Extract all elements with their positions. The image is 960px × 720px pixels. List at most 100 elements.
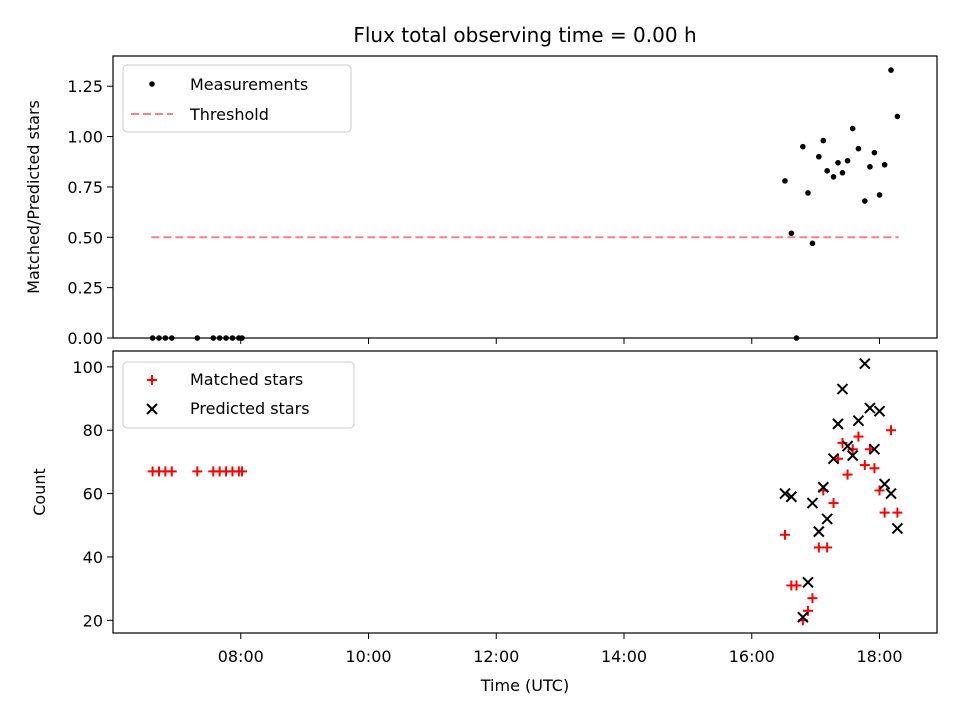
measurements-point <box>839 170 846 176</box>
bottom-y-tick-label: 60 <box>83 485 103 504</box>
matched-stars-point <box>807 593 818 604</box>
measurements-point <box>871 149 878 156</box>
legend-marker-measurements <box>149 81 155 87</box>
predicted-stars-point <box>836 383 849 395</box>
bottom-y-tick-label: 40 <box>83 548 103 567</box>
measurements-point <box>888 67 894 73</box>
x-tick-label: 16:00 <box>729 647 775 666</box>
top-x-ticks <box>240 338 881 344</box>
measurements-point <box>809 240 816 247</box>
predicted-stars-point <box>779 487 791 500</box>
top-legend: Measurements Threshold <box>122 64 352 133</box>
predicted-stars-point <box>878 478 891 490</box>
bottom-legend-box <box>122 361 355 429</box>
predicted-stars-point <box>852 415 865 427</box>
measurements-point <box>830 174 837 180</box>
legend-label-predicted-stars: Predicted stars <box>190 399 310 418</box>
matched-stars-point <box>791 580 802 591</box>
matched-stars-point <box>842 469 853 480</box>
x-tick-label: 08:00 <box>218 647 264 666</box>
predicted-stars-point <box>813 525 825 538</box>
measurements-point <box>816 153 822 160</box>
measurements-point <box>800 143 806 150</box>
top-y-tick-label: 1.00 <box>67 128 103 147</box>
measurements-point <box>867 163 873 170</box>
predicted-stars-point <box>806 497 819 509</box>
matched-stars-point <box>192 466 203 477</box>
predicted-stars-point <box>821 513 833 525</box>
top-y-axis-label: Matched/Predicted stars <box>24 100 43 294</box>
matched-stars-point <box>822 542 833 553</box>
measurements-point <box>849 125 856 132</box>
legend-label-measurements: Measurements <box>190 75 308 94</box>
bottom-data-layer <box>147 357 904 626</box>
bottom-x-ticks: 08:00 10:00 12:00 14:00 16:00 18:00 <box>218 633 903 666</box>
top-y-tick-label: 0.50 <box>67 228 103 247</box>
x-tick-label: 18:00 <box>856 647 902 666</box>
matched-stars-point <box>779 529 790 540</box>
matched-stars-point <box>892 507 903 518</box>
top-y-ticks: 0.00 0.25 0.50 0.75 1.00 1.25 <box>67 77 113 348</box>
predicted-stars-point <box>827 453 840 465</box>
measurements-point <box>820 137 827 144</box>
predicted-stars-point <box>817 481 830 493</box>
predicted-stars-point <box>785 491 798 503</box>
x-tick-label: 12:00 <box>473 647 519 666</box>
bottom-y-tick-label: 80 <box>83 421 103 440</box>
predicted-stars-point <box>885 487 897 500</box>
measurements-point <box>855 145 862 152</box>
matched-stars-point <box>853 431 864 442</box>
measurements-point <box>788 230 795 237</box>
predicted-stars-point <box>891 522 904 535</box>
measurements-point <box>862 198 868 204</box>
top-y-tick-label: 0.75 <box>67 178 103 197</box>
legend-label-threshold: Threshold <box>189 105 269 124</box>
predicted-stars-point <box>841 440 854 452</box>
predicted-stars-point <box>797 611 809 623</box>
matched-stars-point <box>874 485 885 496</box>
bottom-panel: 20 40 60 80 100 08:00 10:00 12:00 14:00 16:00 18:… <box>30 350 938 695</box>
measurements-point <box>844 157 851 164</box>
matched-stars-point <box>886 425 897 436</box>
measurements-point <box>782 178 788 184</box>
top-axes-frame <box>112 55 938 339</box>
x-tick-label: 10:00 <box>345 647 391 666</box>
matched-stars-point <box>869 463 880 474</box>
measurements-point <box>876 192 883 198</box>
predicted-stars-point <box>868 443 881 455</box>
bottom-y-axis-label: Count <box>30 468 49 516</box>
matched-stars-point <box>828 498 839 509</box>
bottom-y-tick-label: 100 <box>72 358 103 377</box>
bottom-legend: Matched stars Predicted stars <box>122 361 355 429</box>
x-axis-label: Time (UTC) <box>480 676 569 695</box>
bottom-y-tick-label: 20 <box>83 611 103 630</box>
predicted-stars-point <box>832 418 844 430</box>
chart-title: Flux total observing time = 0.00 h <box>353 23 696 47</box>
top-y-tick-label: 0.00 <box>67 329 103 348</box>
predicted-stars-point <box>864 402 876 414</box>
top-y-tick-label: 1.25 <box>67 77 103 96</box>
bottom-axes-frame <box>112 350 938 634</box>
matched-stars-point <box>802 605 813 616</box>
measurements-point <box>835 159 841 166</box>
legend-marker-predicted-stars <box>146 403 158 415</box>
matched-stars-point <box>237 466 248 477</box>
matched-stars-point <box>166 466 177 477</box>
top-y-tick-label: 0.25 <box>67 279 103 298</box>
x-tick-label: 14:00 <box>601 647 647 666</box>
predicted-stars-point <box>846 449 859 462</box>
predicted-stars-point <box>802 576 814 589</box>
matched-stars-point <box>879 507 890 518</box>
legend-label-matched-stars: Matched stars <box>190 370 303 389</box>
predicted-stars-point <box>859 357 871 370</box>
predicted-stars-point <box>873 405 886 417</box>
top-panel: 0.00 0.25 0.50 0.75 1.00 1.25 Matched/Predict… <box>24 55 938 348</box>
legend-marker-matched-stars <box>147 375 157 385</box>
measurements-point <box>824 168 830 174</box>
measurements-point <box>881 161 888 168</box>
measurements-point <box>894 113 901 120</box>
matched-stars-point <box>859 460 870 471</box>
bottom-y-ticks: 20 40 60 80 100 <box>72 358 113 630</box>
measurements-point <box>805 190 811 196</box>
